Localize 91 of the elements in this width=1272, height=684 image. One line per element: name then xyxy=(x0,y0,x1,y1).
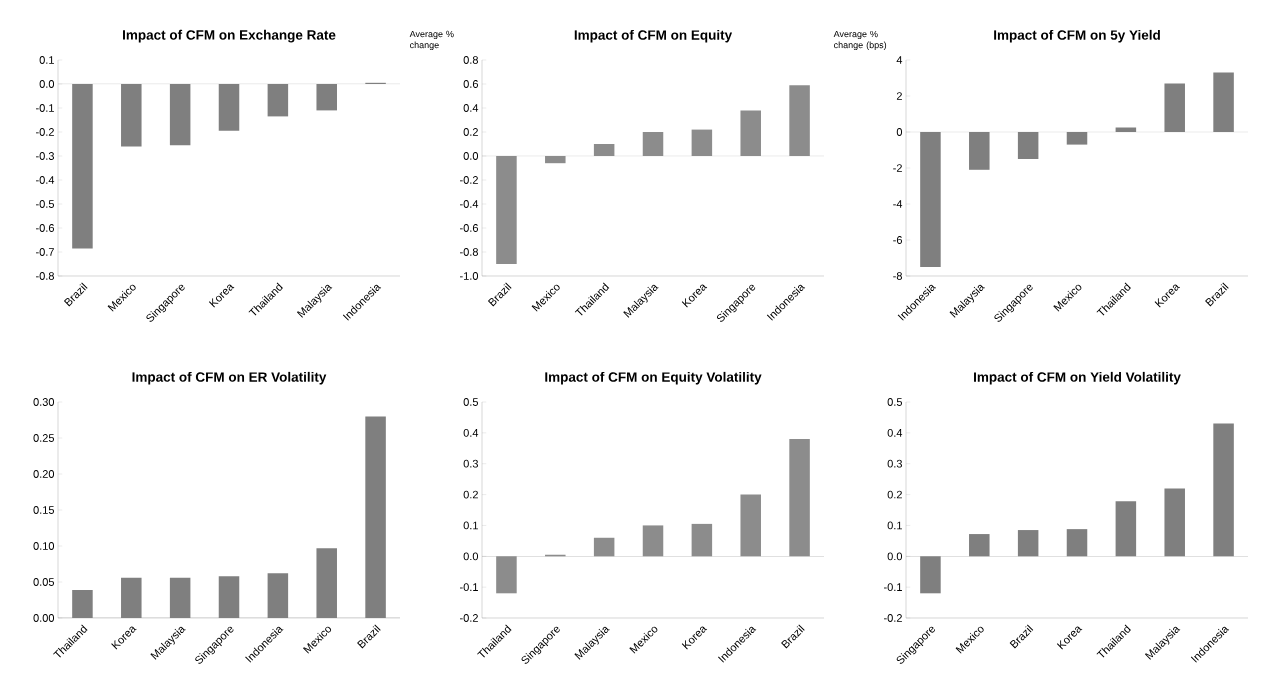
bar xyxy=(740,110,761,156)
bar xyxy=(1164,488,1185,557)
y-tick-label: -0.8 xyxy=(36,272,54,280)
bar xyxy=(496,155,517,264)
y-tick-label: 0.25 xyxy=(33,434,54,442)
bar xyxy=(1017,132,1039,159)
y-tick-label: 0.0 xyxy=(39,80,55,88)
y-tick-label: 4 xyxy=(896,56,903,64)
y-tick-label: -0.2 xyxy=(460,614,478,622)
y-tick-label: -4 xyxy=(893,200,903,208)
y-tick-label: 0.1 xyxy=(887,521,902,530)
bar xyxy=(218,576,240,618)
y-tick-label: 0.00 xyxy=(33,614,55,622)
y-tick-label: 0.1 xyxy=(39,56,54,64)
y-tick-label: -8 xyxy=(893,272,902,280)
y-tick-label: -0.1 xyxy=(36,104,54,112)
chart-title: Impact of CFM on 5y Yield xyxy=(994,29,1160,43)
bar xyxy=(593,537,615,557)
bar xyxy=(642,131,664,156)
y-tick-label: 0.4 xyxy=(887,428,903,437)
bar xyxy=(1164,83,1185,132)
bar xyxy=(545,155,566,164)
bar xyxy=(496,556,517,594)
y-tick-label: 0.2 xyxy=(463,490,478,499)
bar xyxy=(1213,423,1234,557)
chart-title: Impact of CFM on Equity xyxy=(574,29,733,43)
y-tick-label: 0.3 xyxy=(463,459,478,468)
bar xyxy=(121,577,142,618)
y-tick-label: 0.0 xyxy=(463,152,479,160)
y-tick-label: -0.5 xyxy=(36,200,54,208)
bar xyxy=(920,556,941,594)
y-tick-label: 0.10 xyxy=(33,542,55,550)
y-axis-title: Average % change (bps) xyxy=(833,30,887,50)
bar xyxy=(920,132,941,267)
y-tick-label: 0.4 xyxy=(463,104,479,112)
y-tick-label: 0.2 xyxy=(463,128,478,136)
chart-title: Impact of CFM on Exchange Rate xyxy=(123,29,336,43)
bar xyxy=(169,577,191,618)
bar xyxy=(1115,501,1137,557)
y-tick-label: 0.3 xyxy=(887,459,902,468)
bar xyxy=(691,523,713,557)
y-tick-label: 0.0 xyxy=(887,552,903,561)
y-tick-label: -6 xyxy=(893,236,902,244)
y-axis-title: Average % change xyxy=(409,30,454,50)
y-tick-label: -0.1 xyxy=(884,583,902,592)
chart-title: Impact of CFM on ER Volatility xyxy=(132,371,327,385)
y-tick-label: -0.3 xyxy=(36,152,54,160)
bar xyxy=(72,589,93,618)
y-tick-label: -0.4 xyxy=(36,176,55,184)
y-tick-label: -0.6 xyxy=(36,224,54,232)
y-tick-label: -2 xyxy=(893,164,902,172)
y-tick-label: 0.5 xyxy=(887,398,902,406)
y-tick-label: 0.05 xyxy=(33,578,54,586)
bar xyxy=(789,85,810,156)
y-tick-label: -0.8 xyxy=(460,248,478,256)
bar xyxy=(1213,72,1234,132)
y-tick-label: 0.6 xyxy=(463,80,478,88)
y-tick-label: 0.8 xyxy=(463,56,478,64)
y-tick-label: 2 xyxy=(896,92,902,100)
bar xyxy=(969,534,990,557)
bar xyxy=(789,439,810,557)
y-tick-label: 0.0 xyxy=(463,552,479,561)
bar xyxy=(1017,530,1039,557)
chart-title: Impact of CFM on Yield Volatility xyxy=(974,371,1181,385)
bar xyxy=(1066,132,1088,145)
y-tick-label: -0.4 xyxy=(460,200,479,208)
bar xyxy=(969,132,990,170)
chart-title: Impact of CFM on Equity Volatility xyxy=(545,371,762,385)
bar xyxy=(691,129,713,156)
y-tick-label: 0.5 xyxy=(463,398,478,406)
y-tick-label: -0.2 xyxy=(460,176,478,184)
y-tick-label: 0.4 xyxy=(463,428,479,437)
y-tick-label: 0.30 xyxy=(33,398,55,406)
bar xyxy=(1066,529,1088,557)
y-tick-label: -0.2 xyxy=(884,614,902,622)
y-tick-label: -0.7 xyxy=(36,248,54,256)
y-tick-label: -0.2 xyxy=(36,128,54,136)
y-tick-label: 0.1 xyxy=(463,521,478,530)
y-tick-label: 0 xyxy=(896,128,903,136)
y-tick-label: 0.20 xyxy=(33,470,55,478)
bar xyxy=(365,416,386,618)
bar xyxy=(740,494,761,557)
bar xyxy=(642,525,664,557)
bar xyxy=(267,573,289,618)
y-tick-label: -0.1 xyxy=(460,583,478,592)
bar xyxy=(316,548,337,618)
bar xyxy=(593,144,615,156)
y-tick-label: 0.2 xyxy=(887,490,902,499)
y-tick-label: -0.6 xyxy=(460,224,478,232)
y-tick-label: -1.0 xyxy=(460,272,479,280)
y-tick-label: 0.15 xyxy=(33,506,54,514)
